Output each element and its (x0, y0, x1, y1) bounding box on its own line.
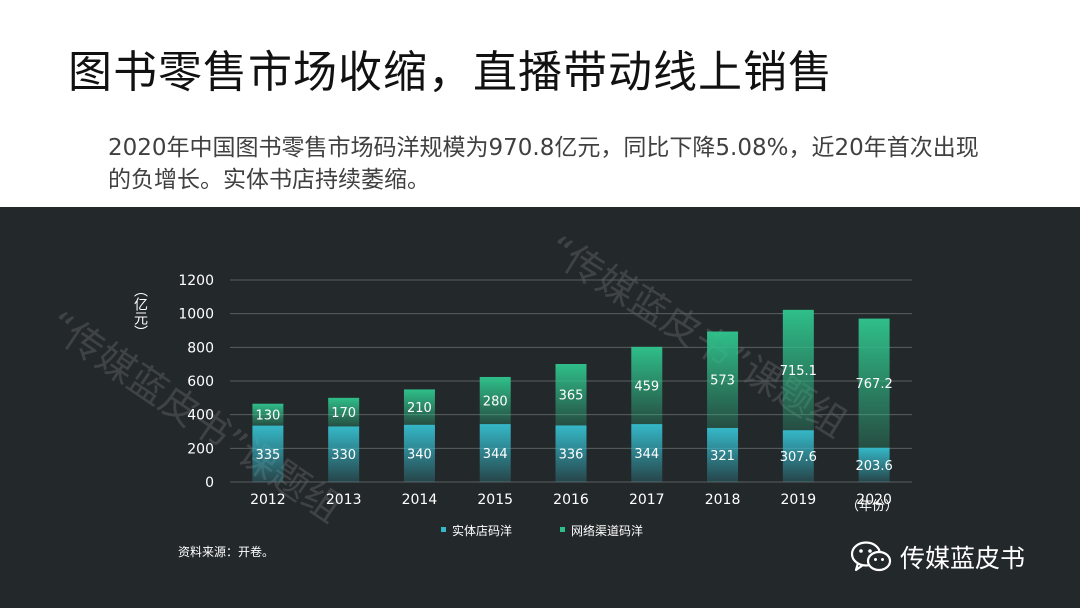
bar-online-channel (555, 363, 587, 426)
data-label-online: 767.2 (856, 377, 893, 392)
bar-online-channel (707, 331, 739, 428)
y-tick-label: 400 (187, 408, 214, 424)
bar-physical-store (479, 424, 511, 482)
data-label-physical: 335 (255, 448, 280, 463)
y-tick-label: 0 (205, 475, 214, 491)
x-axis-label: （年份） (846, 499, 898, 514)
bar-online-channel (782, 309, 814, 431)
y-axis-label: （亿元） (132, 283, 148, 339)
page-subtitle: 2020年中国图书零售市场码洋规模为970.8亿元，同比下降5.08%，近20年… (108, 135, 979, 193)
data-label-physical: 321 (710, 449, 735, 464)
bar-physical-store (631, 424, 663, 482)
bar-online-channel (252, 403, 284, 426)
bar-physical-store (782, 430, 814, 482)
data-label-online: 210 (407, 401, 432, 416)
x-tick-label: 2016 (553, 492, 589, 508)
data-label-physical: 307.6 (780, 450, 817, 465)
bar-online-channel (403, 389, 435, 425)
data-label-online: 365 (559, 389, 584, 404)
page-title: 图书零售市场收缩，直播带动线上销售 (68, 47, 833, 98)
brand-logo: 传媒蓝皮书 (850, 539, 1025, 575)
y-tick-label: 200 (187, 441, 214, 457)
data-label-physical: 336 (559, 448, 584, 463)
x-tick-label: 2013 (326, 492, 362, 508)
data-label-online: 715.1 (780, 364, 817, 379)
brand-name: 传媒蓝皮书 (900, 544, 1026, 573)
bar-online-channel (328, 397, 360, 427)
bar-physical-store (252, 425, 284, 482)
x-tick-label: 2019 (781, 492, 817, 508)
x-tick-label: 2015 (477, 492, 513, 508)
data-label-online: 130 (255, 409, 280, 424)
bar-online-channel (858, 318, 890, 448)
y-tick-label: 600 (187, 374, 214, 390)
bar-physical-store (707, 427, 739, 482)
legend-swatch-online (560, 527, 565, 532)
y-tick-label: 800 (187, 340, 214, 356)
bar-physical-store (858, 447, 890, 482)
x-tick-label: 2018 (705, 492, 741, 508)
legend-label-online: 网络渠道码洋 (571, 523, 643, 538)
stacked-bar-chart: 0 200 400 600 800 1000 1200 （亿元） 335 130 2012 330 17… (132, 273, 912, 538)
data-label-physical: 344 (634, 447, 659, 462)
data-label-physical: 340 (407, 447, 432, 462)
data-label-online: 573 (710, 374, 735, 389)
wechat-icon (850, 541, 892, 572)
x-tick-label: 2020 (856, 492, 892, 508)
x-tick-label: 2017 (629, 492, 665, 508)
data-label-physical: 330 (331, 448, 356, 463)
y-tick-label: 1000 (178, 307, 214, 323)
chart-panel: “传媒蓝皮书”课题组 “传媒蓝皮书”课题组 0 200 400 600 800 1000 1… (0, 207, 1080, 608)
x-tick-label: 2012 (250, 492, 286, 508)
legend-label-physical: 实体店码洋 (452, 523, 512, 538)
source-note: 资料来源：开卷。 (178, 545, 275, 559)
bar-physical-store (555, 425, 587, 482)
data-label-online: 170 (331, 406, 356, 421)
data-label-physical: 203.6 (856, 459, 893, 474)
bar-online-channel (479, 376, 511, 425)
x-tick-label: 2014 (402, 492, 438, 508)
legend-swatch-physical (441, 527, 446, 532)
bar-online-channel (631, 346, 663, 425)
data-label-online: 280 (483, 395, 508, 410)
data-label-physical: 344 (483, 447, 508, 462)
bar-physical-store (328, 426, 360, 482)
y-tick-label: 1200 (178, 273, 214, 289)
data-label-online: 459 (634, 379, 659, 394)
bar-physical-store (403, 424, 435, 482)
